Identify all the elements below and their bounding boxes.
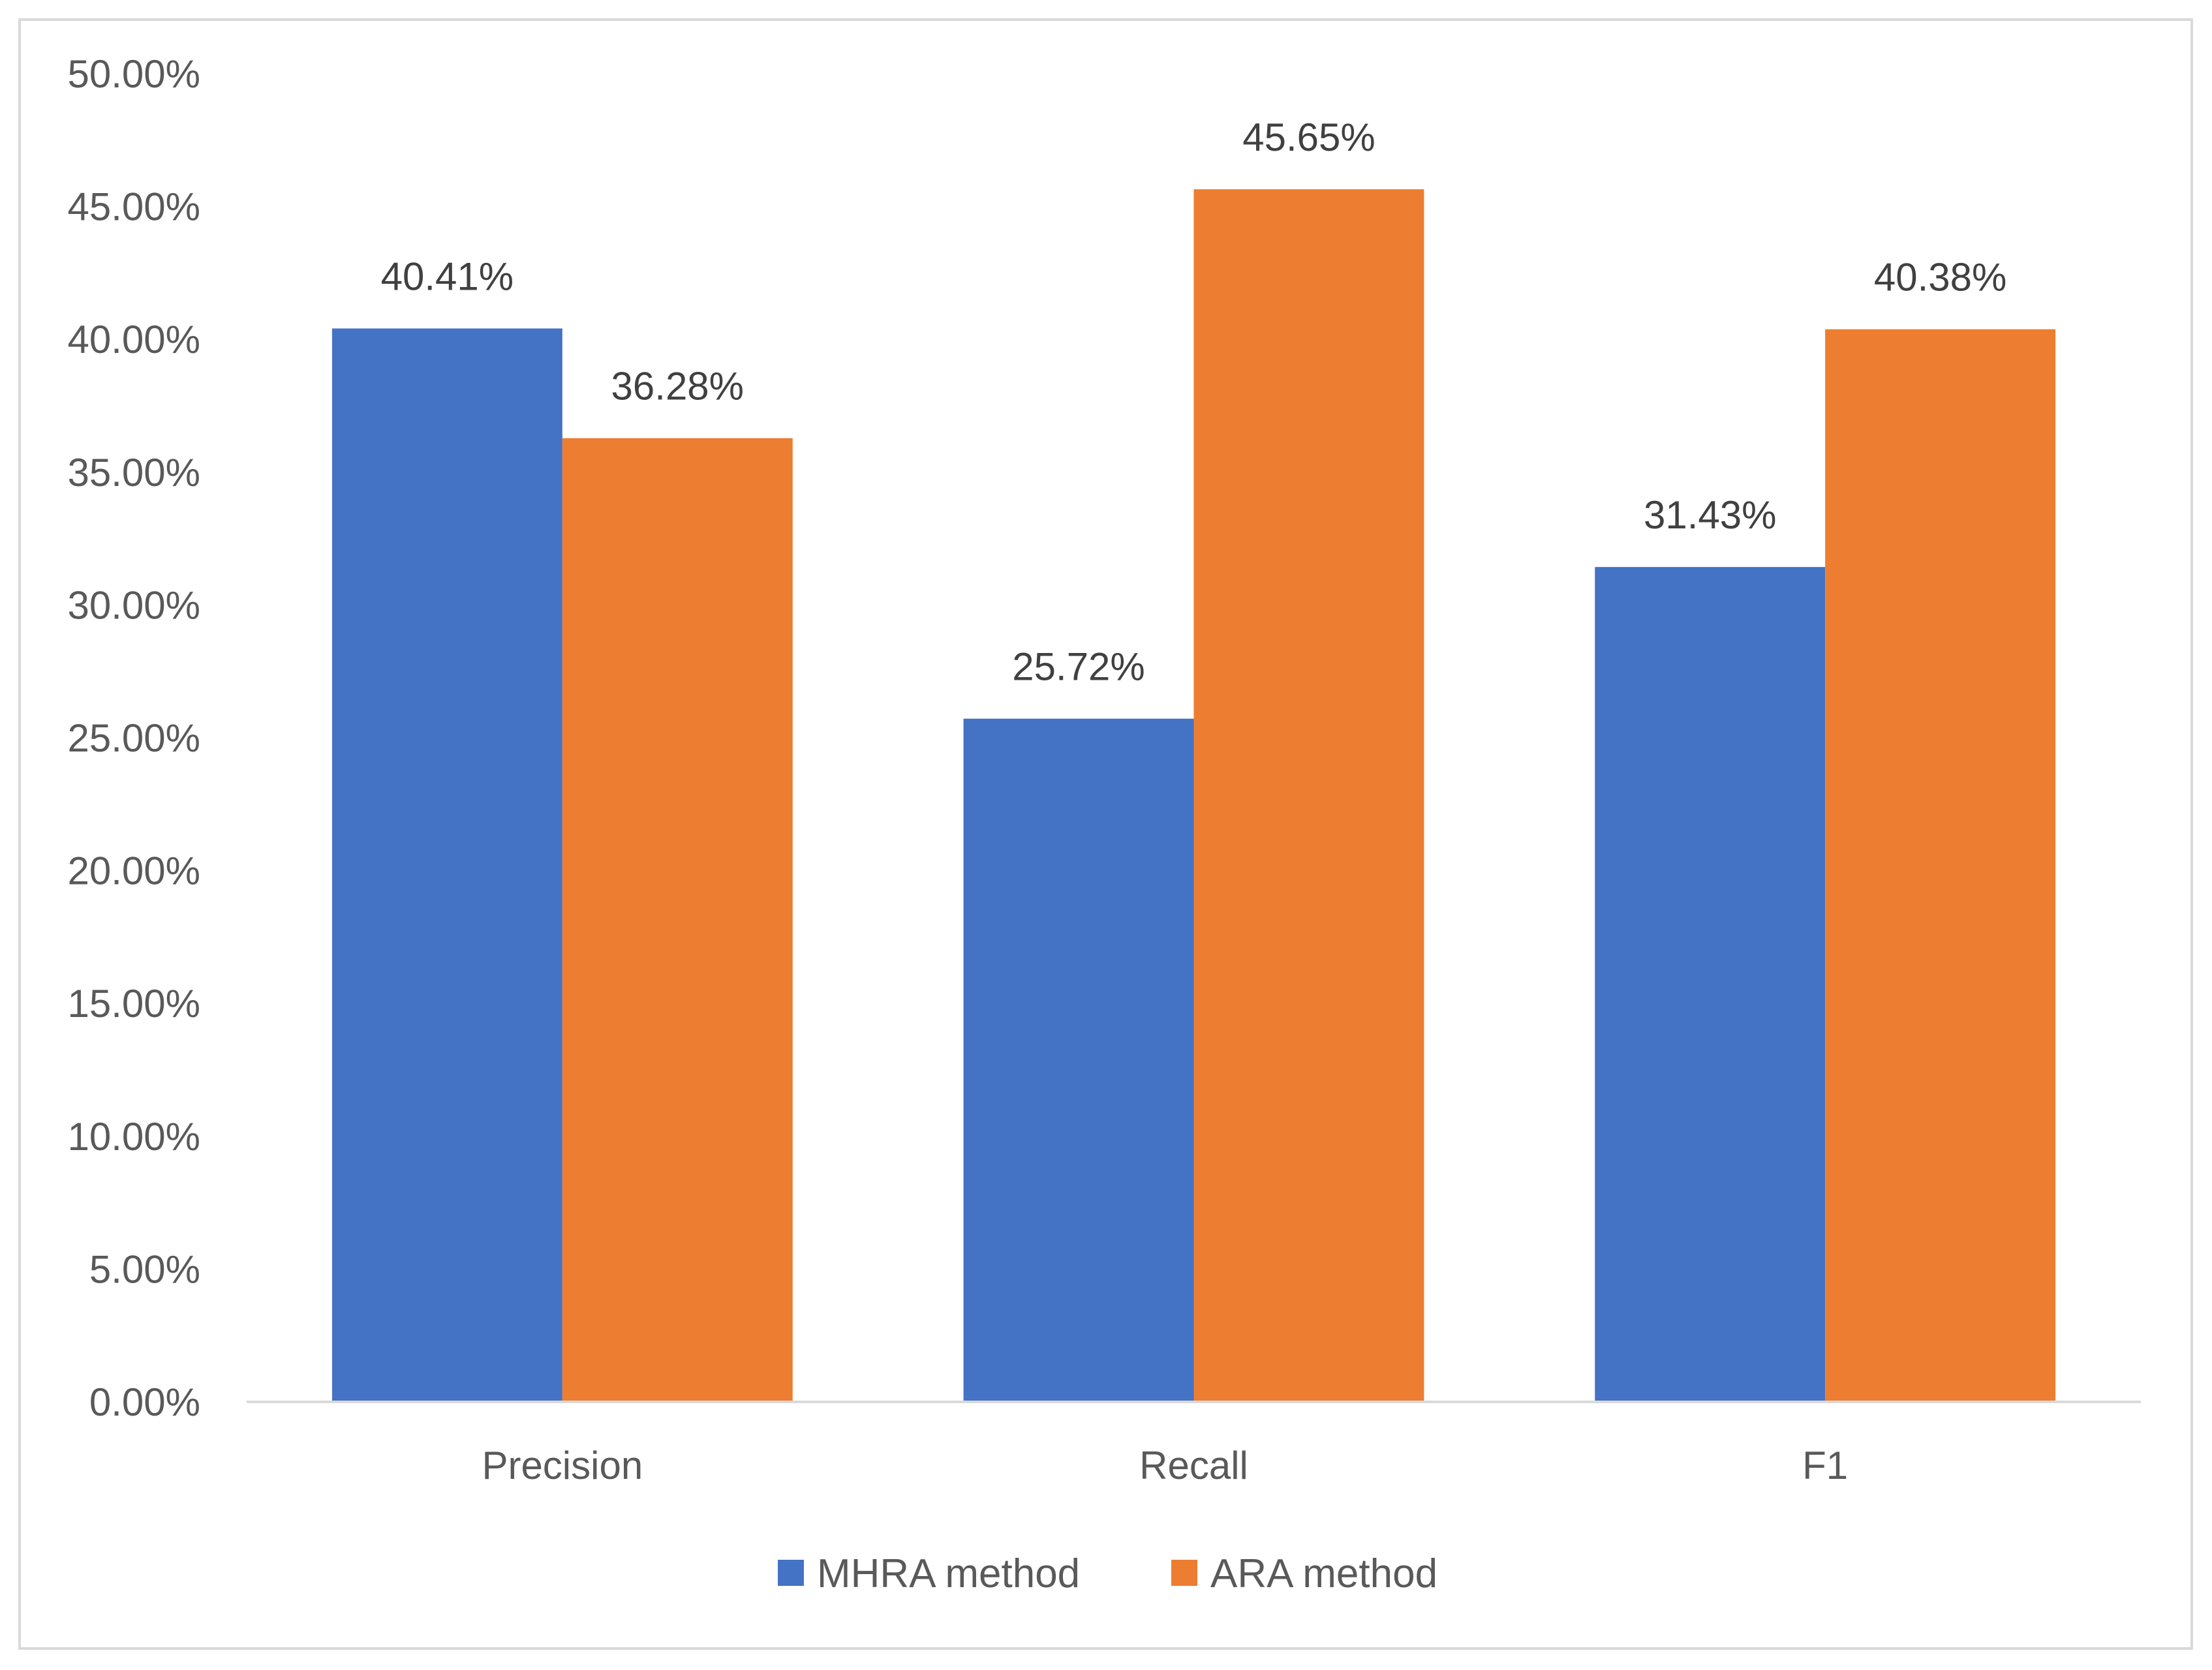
legend-swatch-ara-method (1171, 1560, 1197, 1586)
y-tick-label: 25.00% (68, 716, 201, 760)
data-label-mhra-method-precision: 40.41% (381, 255, 514, 299)
bar-mhra-method-f1 (1595, 567, 1826, 1402)
y-tick-label: 20.00% (68, 849, 201, 893)
x-tick-label-precision: Precision (482, 1444, 643, 1487)
legend-label-ara-method: ARA method (1210, 1551, 1437, 1596)
bar-ara-method-f1 (1825, 329, 2056, 1402)
bar-mhra-method-precision (331, 328, 562, 1403)
data-label-ara-method-f1: 40.38% (1874, 256, 2007, 299)
bar-mhra-method-recall (963, 718, 1194, 1402)
legend-swatch-mhra-method (778, 1560, 804, 1586)
y-tick-label: 0.00% (89, 1380, 200, 1424)
data-label-mhra-method-f1: 31.43% (1644, 493, 1777, 537)
y-tick-label: 45.00% (68, 185, 201, 229)
y-tick-label: 5.00% (89, 1247, 200, 1291)
bar-ara-method-precision (562, 438, 793, 1402)
y-tick-label: 40.00% (68, 318, 201, 361)
y-tick-label: 10.00% (68, 1115, 201, 1159)
y-tick-label: 30.00% (68, 583, 201, 627)
bar-ara-method-recall (1193, 189, 1424, 1403)
x-tick-label-recall: Recall (1139, 1444, 1248, 1487)
data-label-ara-method-precision: 36.28% (611, 365, 745, 408)
x-tick-label-f1: F1 (1802, 1444, 1848, 1487)
legend-label-mhra-method: MHRA method (817, 1551, 1080, 1596)
data-label-ara-method-recall: 45.65% (1242, 115, 1375, 159)
y-tick-label: 15.00% (68, 982, 201, 1025)
data-label-mhra-method-recall: 25.72% (1012, 645, 1145, 689)
y-tick-label: 50.00% (68, 52, 201, 96)
y-tick-label: 35.00% (68, 451, 201, 494)
